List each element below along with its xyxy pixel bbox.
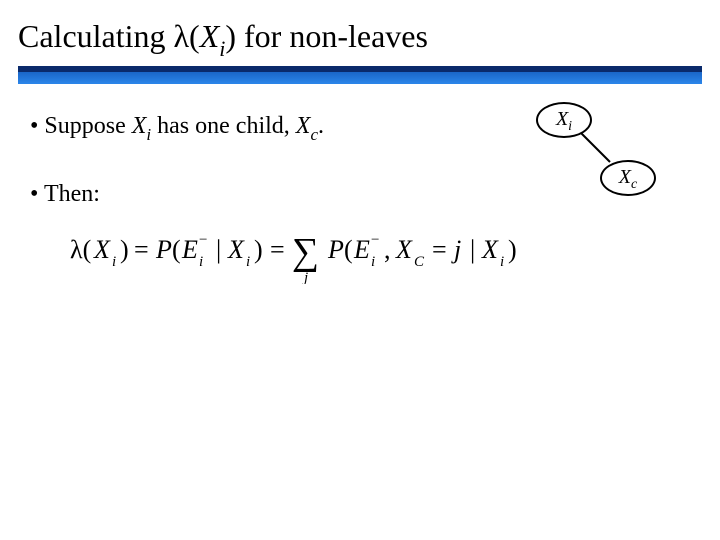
title-sub: i	[219, 36, 225, 61]
svg-text:X: X	[227, 235, 245, 264]
title-prefix: Calculating λ(	[18, 18, 200, 54]
svg-text:X: X	[481, 235, 499, 264]
svg-text:∑: ∑	[292, 231, 319, 273]
svg-text:i: i	[500, 254, 504, 270]
bullet-1-sub-2: c	[310, 125, 318, 144]
bullet-2-text: Then:	[44, 181, 100, 207]
bullet-1-dot: •	[30, 113, 44, 139]
svg-text:|: |	[470, 235, 475, 264]
slide: Calculating λ(Xi) for non-leaves • Suppo…	[0, 0, 720, 540]
node-xc: Xc	[600, 160, 656, 196]
title-suffix: ) for non-leaves	[225, 18, 428, 54]
bullet-2: • Then:	[30, 180, 100, 209]
svg-text:E: E	[181, 235, 198, 264]
svg-text:P: P	[327, 235, 344, 264]
node-xi: Xi	[536, 102, 592, 138]
svg-text:(: (	[344, 235, 353, 264]
svg-text:λ(: λ(	[70, 235, 91, 264]
diagram-edge	[580, 132, 610, 162]
svg-text:i: i	[246, 254, 250, 270]
node-xi-var: X	[556, 108, 568, 130]
svg-text:C: C	[414, 254, 425, 270]
svg-text:X: X	[395, 235, 413, 264]
svg-text:=: =	[270, 235, 285, 264]
bullet-1-var-2: X	[296, 113, 311, 139]
node-xi-sub: i	[568, 119, 572, 134]
bullet-1-text-2: has one child,	[151, 113, 296, 139]
svg-text:X: X	[93, 235, 111, 264]
svg-text:|: |	[216, 235, 221, 264]
bullet-2-dot: •	[30, 181, 44, 207]
svg-text:=: =	[432, 235, 447, 264]
svg-text:): )	[120, 235, 129, 264]
svg-text:=: =	[134, 235, 149, 264]
title-var: X	[200, 18, 220, 54]
svg-text:j: j	[451, 235, 461, 264]
svg-text:i: i	[199, 254, 203, 270]
bullet-1-sub-1: i	[146, 125, 151, 144]
node-xc-var: X	[619, 166, 631, 188]
svg-text:−: −	[371, 232, 379, 248]
svg-text:i: i	[112, 254, 116, 270]
bullet-1-text-3: .	[318, 113, 324, 139]
svg-text:): )	[508, 235, 517, 264]
svg-text:): )	[254, 235, 263, 264]
bullet-1-text-1: Suppose	[44, 113, 131, 139]
svg-text:E: E	[353, 235, 370, 264]
svg-text:i: i	[371, 254, 375, 270]
bullet-1: • Suppose Xi has one child, Xc.	[30, 112, 324, 144]
bullet-1-var-1: X	[132, 113, 147, 139]
svg-text:,: ,	[384, 235, 391, 264]
formula: λ( X i ) = P ( E i − | X i ) = ∑ j P ( E…	[70, 222, 538, 284]
slide-title: Calculating λ(Xi) for non-leaves	[18, 18, 428, 60]
svg-text:(: (	[172, 235, 181, 264]
svg-text:P: P	[155, 235, 172, 264]
decorative-bar-bottom	[18, 72, 702, 84]
svg-text:−: −	[199, 232, 207, 248]
node-xc-sub: c	[631, 177, 637, 192]
decorative-bar	[18, 66, 702, 84]
